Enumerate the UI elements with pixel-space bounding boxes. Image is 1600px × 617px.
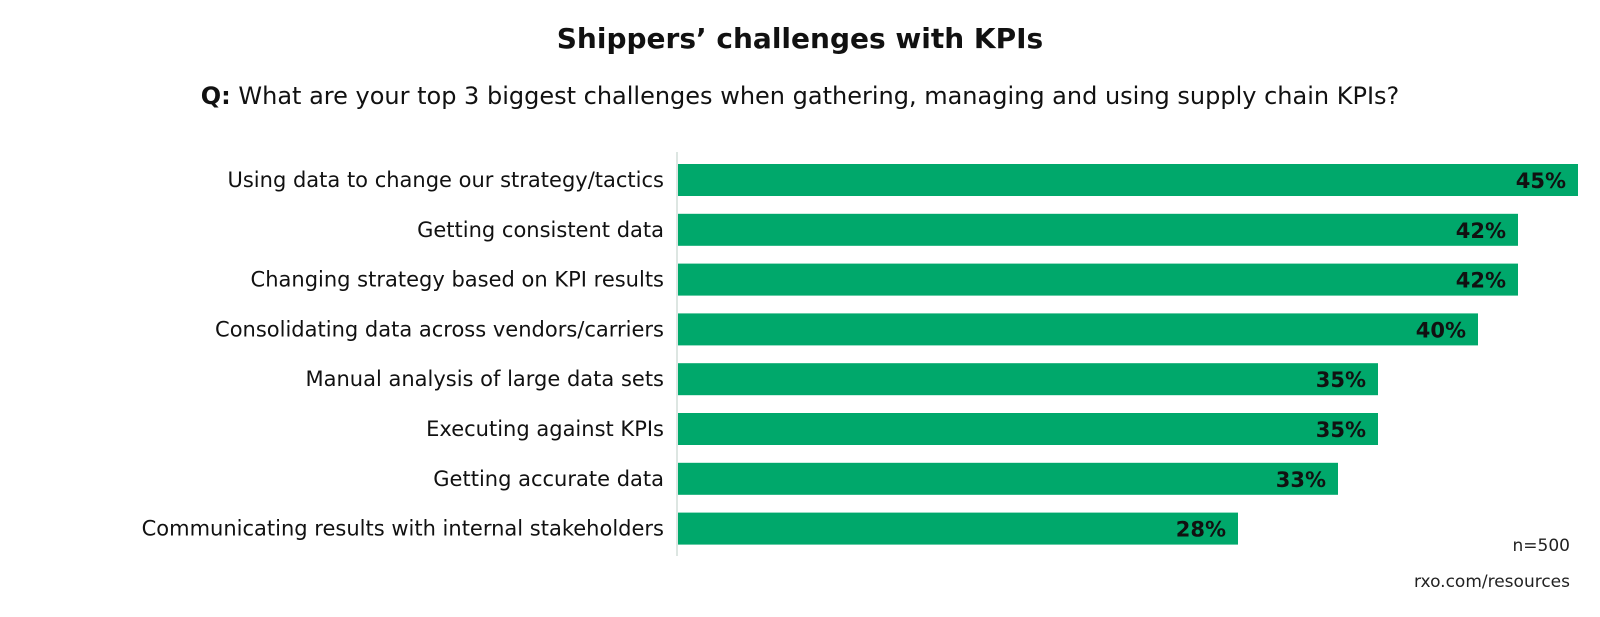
category-label: Manual analysis of large data sets — [305, 367, 664, 391]
data-label: 35% — [1316, 418, 1366, 442]
data-label: 45% — [1516, 169, 1566, 193]
bar — [678, 313, 1478, 346]
category-label: Getting consistent data — [417, 218, 664, 242]
data-label: 42% — [1456, 269, 1506, 293]
bar — [678, 213, 1518, 246]
question-text: Q: What are your top 3 biggest challenge… — [0, 82, 1600, 110]
sample-size: n=500 — [1512, 536, 1570, 556]
bar — [678, 363, 1378, 396]
category-label: Consolidating data across vendors/carrie… — [215, 317, 664, 341]
category-label: Communicating results with internal stak… — [142, 517, 664, 541]
bar — [678, 512, 1238, 545]
bar — [678, 413, 1378, 445]
category-label: Getting accurate data — [433, 467, 664, 491]
chart-title: Shippers’ challenges with KPIs — [556, 22, 1044, 55]
source-link: rxo.com/resources — [1414, 572, 1570, 592]
question-body: What are your top 3 biggest challenges w… — [238, 82, 1400, 110]
data-label: 42% — [1456, 219, 1506, 243]
category-label: Changing strategy based on KPI results — [251, 268, 664, 292]
data-label: 40% — [1416, 318, 1466, 342]
bar — [678, 263, 1518, 296]
bar — [678, 462, 1338, 495]
data-label: 28% — [1176, 518, 1226, 542]
category-label: Executing against KPIs — [426, 417, 664, 441]
data-label: 35% — [1316, 368, 1366, 392]
data-label: 33% — [1276, 468, 1326, 492]
question-prefix: Q: — [200, 82, 231, 110]
bar — [678, 164, 1578, 196]
category-label: Using data to change our strategy/tactic… — [228, 168, 665, 192]
